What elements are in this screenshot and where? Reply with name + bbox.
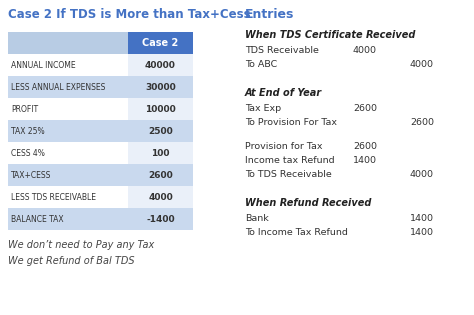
Text: 100: 100	[151, 148, 170, 158]
Bar	[128, 164, 193, 186]
Text: 4000: 4000	[410, 60, 434, 69]
Bar	[8, 76, 128, 98]
Text: TAX 25%: TAX 25%	[11, 127, 45, 135]
Text: 1400: 1400	[410, 228, 434, 237]
Text: To Provision For Tax: To Provision For Tax	[245, 118, 337, 127]
Bar	[128, 208, 193, 230]
Bar	[128, 142, 193, 164]
Text: TDS Receivable: TDS Receivable	[245, 46, 319, 55]
Bar	[8, 54, 128, 76]
Text: To Income Tax Refund: To Income Tax Refund	[245, 228, 348, 237]
Text: 2600: 2600	[353, 104, 377, 113]
Bar	[128, 120, 193, 142]
Text: 2600: 2600	[148, 170, 173, 180]
Text: Provision for Tax: Provision for Tax	[245, 142, 322, 151]
Bar	[8, 98, 128, 120]
Text: We get Refund of Bal TDS: We get Refund of Bal TDS	[8, 256, 135, 266]
Bar	[128, 54, 193, 76]
Text: To ABC: To ABC	[245, 60, 277, 69]
Text: ANNUAL INCOME: ANNUAL INCOME	[11, 60, 76, 70]
Text: 2500: 2500	[148, 127, 173, 135]
Bar	[8, 164, 128, 186]
Text: Tax Exp: Tax Exp	[245, 104, 281, 113]
Text: When Refund Received: When Refund Received	[245, 198, 371, 208]
Text: 4000: 4000	[410, 170, 434, 179]
Text: TAX+CESS: TAX+CESS	[11, 170, 51, 180]
Text: 2600: 2600	[353, 142, 377, 151]
Text: Case 2 If TDS is More than Tax+Cess: Case 2 If TDS is More than Tax+Cess	[8, 8, 251, 21]
Bar	[8, 142, 128, 164]
Text: 30000: 30000	[145, 83, 176, 91]
Text: To TDS Receivable: To TDS Receivable	[245, 170, 332, 179]
Text: 4000: 4000	[148, 192, 173, 202]
Text: Income tax Refund: Income tax Refund	[245, 156, 335, 165]
Text: CESS 4%: CESS 4%	[11, 148, 45, 158]
Text: When TDS Certificate Received: When TDS Certificate Received	[245, 30, 415, 40]
Bar	[8, 120, 128, 142]
Text: LESS ANNUAL EXPENSES: LESS ANNUAL EXPENSES	[11, 83, 105, 91]
Bar	[8, 208, 128, 230]
Text: -1400: -1400	[146, 215, 175, 224]
Text: 40000: 40000	[145, 60, 176, 70]
Bar	[128, 76, 193, 98]
Text: 1400: 1400	[353, 156, 377, 165]
Text: At End of Year: At End of Year	[245, 88, 322, 98]
Text: 1400: 1400	[410, 214, 434, 223]
Text: 4000: 4000	[353, 46, 377, 55]
Bar	[8, 32, 128, 54]
Text: 10000: 10000	[145, 105, 176, 113]
Text: Entries: Entries	[245, 8, 294, 21]
Text: We don’t need to Pay any Tax: We don’t need to Pay any Tax	[8, 240, 154, 250]
Bar	[128, 98, 193, 120]
Text: PROFIT: PROFIT	[11, 105, 38, 113]
Text: Bank: Bank	[245, 214, 269, 223]
Text: 2600: 2600	[410, 118, 434, 127]
Bar	[8, 186, 128, 208]
Text: BALANCE TAX: BALANCE TAX	[11, 215, 64, 224]
Bar	[128, 186, 193, 208]
Bar	[128, 32, 193, 54]
Text: LESS TDS RECEIVABLE: LESS TDS RECEIVABLE	[11, 192, 96, 202]
Text: Case 2: Case 2	[142, 38, 179, 48]
